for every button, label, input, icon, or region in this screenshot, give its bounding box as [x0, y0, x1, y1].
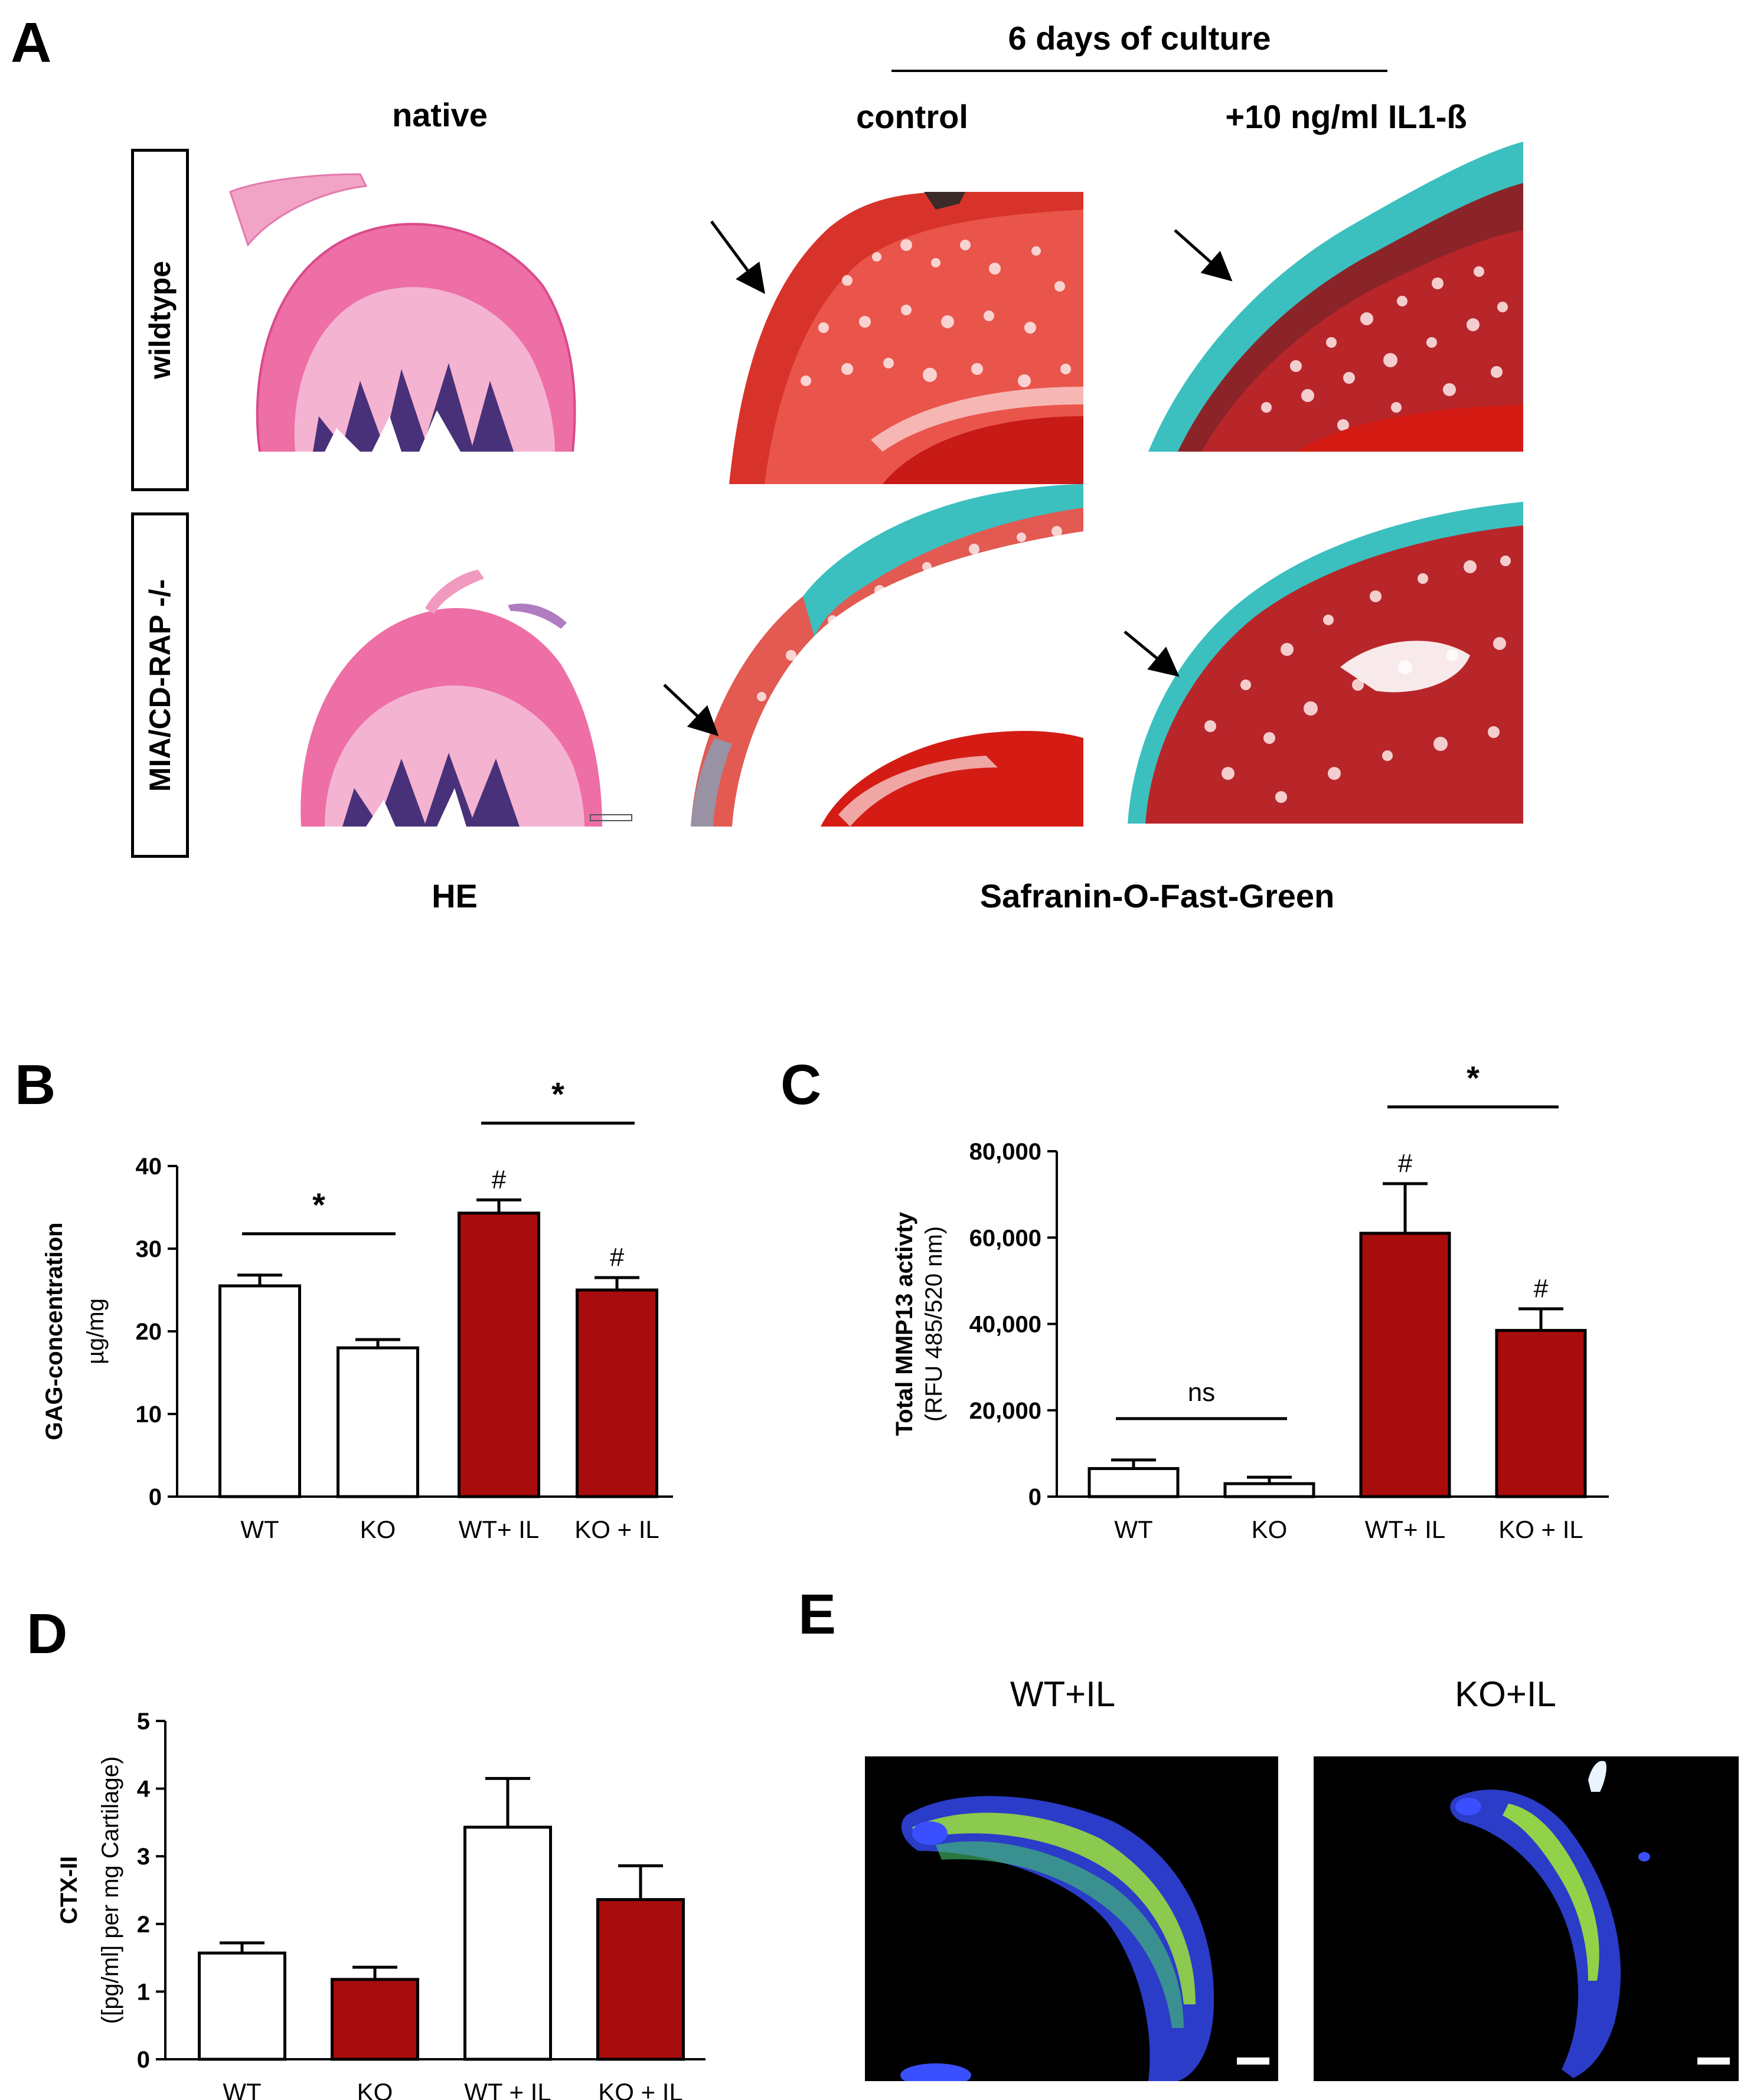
chart-d-category-label: KO + IL: [598, 2078, 683, 2100]
chart-d-y-tick-label: 5: [137, 1709, 150, 1735]
chart-b-category-label: KO + IL: [574, 1516, 659, 1543]
chart-b-y-axis-label: GAG-concentration: [41, 1223, 67, 1441]
chart-b-y-tick-label: 0: [149, 1484, 162, 1510]
chart-c-significance-hash: #: [1534, 1274, 1549, 1303]
chart-b-y-tick-label: 40: [136, 1154, 162, 1180]
chart-d-bar: [463, 1825, 552, 2061]
stain-label-safranin: Safranin-O-Fast-Green: [979, 877, 1335, 915]
chart-d-bar: [331, 1978, 419, 2061]
chart-d-y-tick-label: 3: [137, 1844, 150, 1870]
chart-b-category-label: WT: [240, 1516, 279, 1543]
chart-c-category-label: WT: [1114, 1516, 1152, 1543]
arrow-control-ko: [663, 684, 719, 736]
chart-b-y-axis-label-units: µg/mg: [83, 1298, 109, 1364]
safranin-il-wildtype-image: [1148, 142, 1523, 452]
chart-c-category-label: KO + IL: [1498, 1516, 1583, 1543]
chart-d-y-axis-label-units: ([pg/ml] per mg Cartilage): [97, 1756, 123, 2024]
chart-b-bar: [458, 1211, 540, 1498]
chart-b-bar: [576, 1288, 658, 1498]
chart-b-category-label: WT+ IL: [459, 1516, 540, 1543]
he-ko-image: [283, 564, 638, 827]
fluorescence-ko-image: [1314, 1756, 1739, 2081]
panel-e-label-wt: WT+IL: [1010, 1674, 1116, 1714]
chart-c-category-label: KO: [1252, 1516, 1288, 1543]
chart-b-category-label: KO: [360, 1516, 396, 1543]
chart-c-significance-hash: #: [1398, 1149, 1413, 1178]
panel-e-letter: E: [798, 1583, 837, 1646]
chart-d-panel-letter: D: [27, 1602, 67, 1665]
culture-header: 6 days of culture: [1008, 19, 1271, 57]
panel-a-letter: A: [11, 11, 52, 74]
safranin-control-wildtype-image: [729, 192, 1083, 484]
chart-d-y-tick-label: 0: [137, 2047, 150, 2073]
chart-b-bar: [337, 1346, 419, 1498]
chart-c-comparison-label: ns: [1188, 1378, 1215, 1407]
chart-c-y-tick-label: 80,000: [969, 1139, 1041, 1165]
panel-e-label-ko: KO+IL: [1455, 1674, 1556, 1714]
chart-b-comparison-label: *: [551, 1075, 564, 1112]
chart-b-significance-hash: #: [492, 1165, 507, 1194]
chart-b-significance-hash: #: [610, 1243, 625, 1272]
chart-d-y-tick-label: 2: [137, 1912, 150, 1938]
chart-c-y-axis-label-units: (RFU 485/520 nm): [921, 1226, 947, 1422]
chart-b: B 0 10 20 30 40 GAG-concentration µg/mg WT KO WT+ …: [15, 1053, 673, 1543]
safranin-il-ko-image: [1128, 490, 1523, 824]
arrow-il-wildtype: [1174, 229, 1233, 282]
chart-c-bar: [1087, 1467, 1180, 1498]
chart-c: C 0 20,000 40,000 60,000 80,000 Total MMP13 ac…: [780, 1053, 1609, 1543]
row-label-ko: MIA/CD-RAP -/-: [131, 512, 189, 858]
chart-d-bar: [596, 1898, 685, 2061]
chart-d: D 0 1 2 3 4 5 CTX-II ([pg/ml] per mg Cartilage) W…: [27, 1602, 706, 2100]
chart-c-y-axis-label: Total MMP13 activty: [891, 1211, 917, 1436]
chart-d-category-label: WT: [223, 2078, 261, 2100]
arrow-il-ko: [1124, 631, 1180, 677]
chart-d-y-axis-label: CTX-II: [56, 1856, 82, 1925]
chart-b-y-tick-label: 20: [136, 1319, 162, 1345]
chart-c-y-tick-label: 20,000: [969, 1398, 1041, 1424]
chart-d-category-label: KO: [357, 2078, 393, 2100]
column-label-il1b: +10 ng/ml IL1-ß: [1225, 98, 1467, 135]
chart-b-bar: [218, 1284, 301, 1498]
stain-label-he: HE: [432, 877, 478, 915]
chart-c-y-tick-label: 40,000: [969, 1312, 1041, 1338]
safranin-control-ko-image: [691, 484, 1083, 827]
chart-b-y-tick-label: 10: [136, 1402, 162, 1428]
chart-c-y-tick-label: 60,000: [969, 1225, 1041, 1251]
chart-d-y-tick-label: 1: [137, 1979, 150, 2005]
chart-b-comparison-label: *: [312, 1186, 325, 1223]
chart-d-y-tick-label: 4: [137, 1776, 151, 1802]
arrow-control-wildtype: [710, 220, 765, 295]
chart-c-category-label: WT+ IL: [1365, 1516, 1446, 1543]
chart-c-bar: [1495, 1328, 1587, 1498]
chart-c-y-tick-label: 0: [1028, 1484, 1041, 1510]
column-label-control: control: [856, 98, 968, 135]
chart-c-bar: [1359, 1232, 1451, 1498]
chart-b-y-tick-label: 30: [136, 1236, 162, 1262]
chart-b-panel-letter: B: [15, 1053, 55, 1116]
chart-d-bar: [198, 1951, 286, 2061]
fluorescence-wt-image: [865, 1756, 1278, 2081]
culture-header-line: [891, 70, 1387, 72]
chart-d-category-label: WT + IL: [464, 2078, 551, 2100]
column-label-native: native: [392, 96, 488, 133]
arrows-overlay: [663, 220, 1233, 736]
chart-c-panel-letter: C: [780, 1053, 821, 1116]
chart-c-comparison-label: *: [1467, 1059, 1480, 1096]
he-wildtype-image: [224, 168, 590, 452]
row-label-wildtype: wildtype: [131, 149, 189, 491]
chart-c-bar: [1223, 1482, 1315, 1498]
